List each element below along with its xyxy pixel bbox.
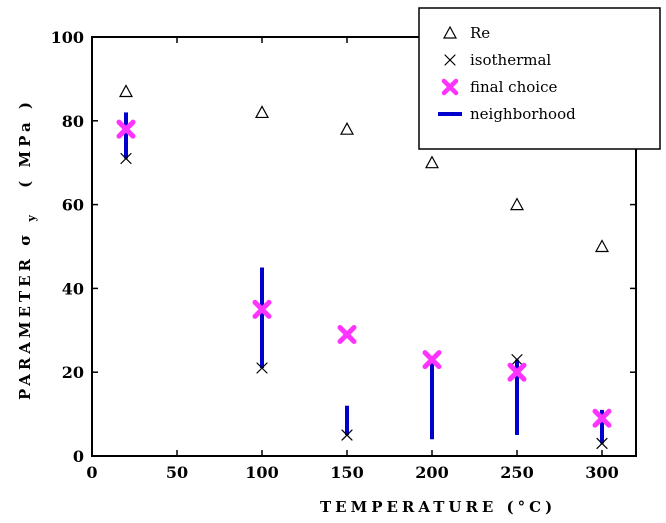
- x-tick-label: 100: [245, 463, 278, 482]
- final-choice-point-stroke-b: [422, 350, 442, 370]
- final-choice-point-stroke-b: [592, 408, 612, 428]
- x-tick-label: 0: [86, 463, 97, 482]
- y-axis-label: PARAMETER σ y ( MPa ): [16, 98, 39, 400]
- legend-final-choice-swatch: [441, 78, 459, 96]
- legend-isothermal-label: isothermal: [470, 51, 551, 69]
- legend-neighborhood-label: neighborhood: [470, 105, 576, 123]
- final-choice-point-stroke-b: [337, 324, 357, 344]
- legend-final-choice-swatch-stroke-b: [441, 78, 459, 96]
- isothermal-point: [341, 429, 353, 441]
- final-choice-point: [507, 362, 527, 382]
- y-tick-label: 80: [62, 112, 84, 131]
- x-tick-label: 200: [415, 463, 448, 482]
- isothermal-point-stroke-b: [256, 362, 268, 374]
- legend-re-swatch: [442, 25, 458, 39]
- y-tick-label: 40: [62, 279, 84, 298]
- x-ticks: 0 50 100 150 200 250 300: [86, 37, 619, 482]
- re-point: [424, 155, 440, 169]
- y-ticks: 0 20 40 60 80 100: [51, 28, 636, 466]
- final-choice-point: [252, 299, 272, 319]
- isothermal-point: [596, 437, 608, 450]
- y-axis-label-unit: ( MPa ): [16, 98, 34, 188]
- x-tick-label: 50: [166, 463, 188, 482]
- re-point: [339, 121, 355, 135]
- final-choice-point: [422, 350, 442, 370]
- re-point: [594, 239, 610, 253]
- isothermal-point-stroke-b: [596, 437, 608, 450]
- isothermal-point-stroke-b: [120, 152, 132, 165]
- re-point: [509, 197, 525, 211]
- y-tick-label: 60: [62, 196, 84, 215]
- y-axis-label-subscript: y: [25, 211, 38, 222]
- y-tick-label: 0: [73, 447, 84, 466]
- plot-frame: [91, 36, 637, 457]
- final-choice-point: [116, 119, 136, 139]
- legend-box: [418, 7, 661, 150]
- isothermal-point-stroke-b: [511, 354, 523, 366]
- final-choice-point: [337, 324, 357, 344]
- isothermal-point: [120, 152, 132, 165]
- isothermal-point-stroke-b: [341, 429, 353, 441]
- isothermal-point: [511, 354, 523, 366]
- re-point: [118, 84, 134, 98]
- legend: Re isothermal final choice neighborhood: [418, 7, 661, 150]
- legend-items: Re isothermal final choice neighborhood: [438, 24, 576, 123]
- legend-isothermal-swatch-stroke-b: [444, 54, 456, 66]
- re-point: [254, 105, 270, 119]
- y-axis-label-group: PARAMETER σ y ( MPa ): [16, 98, 39, 400]
- final-choice-point-stroke-b: [252, 299, 272, 319]
- x-tick-label: 300: [585, 463, 618, 482]
- legend-final-choice-label: final choice: [470, 78, 557, 96]
- legend-isothermal-swatch: [444, 54, 456, 66]
- final-choice-point-stroke-b: [116, 119, 136, 139]
- x-tick-label: 150: [330, 463, 363, 482]
- y-tick-label: 20: [62, 363, 84, 382]
- x-axis-label: TEMPERATURE (°C): [320, 498, 556, 516]
- final-choice-point-stroke-b: [507, 362, 527, 382]
- plot-axes: [91, 36, 637, 457]
- x-tick-label: 250: [500, 463, 533, 482]
- y-tick-label: 100: [51, 28, 84, 47]
- y-axis-label-text: PARAMETER σ: [16, 231, 34, 400]
- final-choice-point: [592, 408, 612, 428]
- data-marks: [116, 84, 612, 450]
- legend-re-label: Re: [470, 24, 490, 42]
- isothermal-point: [256, 362, 268, 374]
